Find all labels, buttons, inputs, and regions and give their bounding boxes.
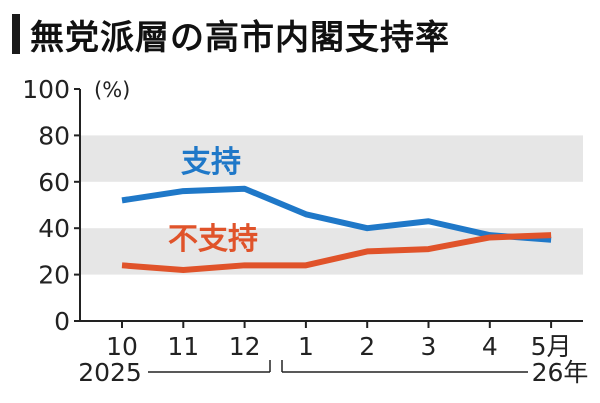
grid-band: [80, 135, 583, 182]
x-tick-label: 5月: [531, 332, 572, 361]
x-tick-label: 3: [421, 332, 437, 361]
x-tick-label: 2: [359, 332, 375, 361]
y-tick-label: 20: [38, 261, 70, 290]
chart-title: 無党派層の高市内閣支持率: [30, 18, 450, 58]
x-tick-label: 4: [482, 332, 498, 361]
x-tick-label: 12: [229, 332, 261, 361]
title-accent-bar: [12, 14, 20, 54]
series-label-nonsupport: 不支持: [168, 222, 258, 257]
series-line-nonsupport: [121, 232, 552, 273]
x-tick-label: 11: [167, 332, 199, 361]
year-label-2026: 26年: [532, 358, 589, 387]
x-tick-label: 1: [298, 332, 314, 361]
series-label-support: 支持: [181, 145, 241, 180]
x-tick-label: 10: [106, 332, 138, 361]
y-tick-label: 60: [38, 168, 70, 197]
y-tick-label: 40: [38, 214, 70, 243]
y-tick-label: 100: [22, 75, 70, 104]
y-tick-label: 0: [54, 307, 70, 336]
y-axis-unit-label: (%): [94, 78, 130, 102]
series-line-support: [121, 185, 552, 243]
year-label-2025: 2025: [78, 358, 142, 387]
y-tick-label: 80: [38, 121, 70, 150]
